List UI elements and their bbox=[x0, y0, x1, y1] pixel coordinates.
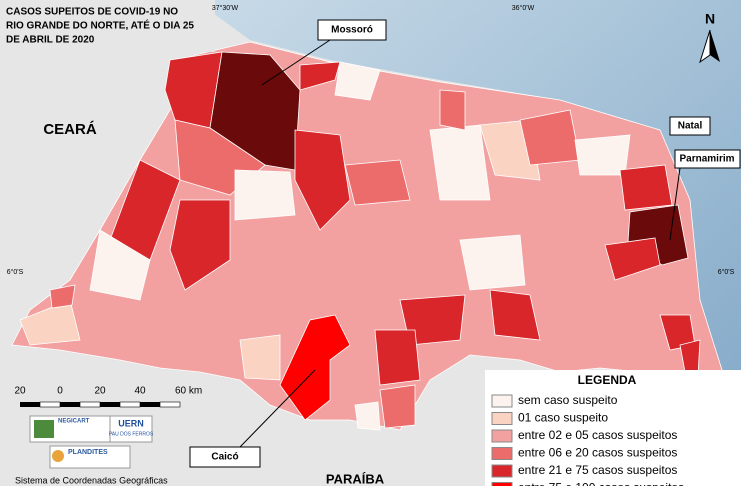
north-label: N bbox=[705, 11, 715, 27]
legend-swatch bbox=[491, 412, 513, 425]
legend-swatch bbox=[491, 429, 513, 443]
municipality bbox=[279, 314, 351, 421]
scale-label: 60 km bbox=[175, 386, 202, 397]
legend-label: 01 caso suspeito bbox=[518, 411, 608, 425]
scale-bar: 20 0 20 40 60 km bbox=[14, 386, 202, 408]
municipality bbox=[344, 159, 411, 206]
legend-label: entre 75 e 100 casos suspeitos bbox=[518, 481, 684, 486]
ocean bbox=[195, 0, 741, 486]
city-label: Mossoró bbox=[331, 25, 373, 36]
coordinate-label: 6°0'S bbox=[7, 268, 24, 276]
scale-segment bbox=[100, 402, 120, 407]
north-arrow bbox=[699, 29, 711, 64]
legend-swatch bbox=[491, 482, 513, 491]
legend-label: entre 02 e 05 casos suspeitos bbox=[518, 428, 677, 442]
legend-swatch bbox=[491, 447, 513, 460]
callout-line bbox=[261, 39, 331, 86]
logo-text: PLANDITES bbox=[68, 449, 108, 456]
callout-line bbox=[669, 167, 681, 241]
callout-line bbox=[239, 369, 316, 448]
scale-segment bbox=[119, 401, 141, 408]
scale-segment bbox=[39, 401, 61, 408]
scale-label: 20 bbox=[14, 386, 26, 397]
municipality bbox=[519, 109, 581, 166]
title-panel bbox=[0, 0, 215, 52]
logo-text: PAU DOS FERROS bbox=[109, 431, 154, 437]
title-line: CASOS SUPEITOS DE COVID-19 NO bbox=[6, 7, 178, 18]
city-label: Natal bbox=[678, 121, 703, 132]
municipality bbox=[619, 164, 673, 211]
scale-segment bbox=[140, 402, 160, 407]
legend-label: sem caso suspeito bbox=[518, 393, 618, 407]
state-label: CEARÁ bbox=[43, 121, 97, 138]
legend-label: entre 21 e 75 casos suspeitos bbox=[518, 463, 677, 477]
city-label: Caicó bbox=[211, 452, 238, 463]
callout-box bbox=[669, 116, 711, 136]
state-label: PARAÍBA bbox=[326, 471, 385, 486]
coordinate-label: 6°0'S bbox=[718, 268, 735, 276]
coordinate-label: 36°0'W bbox=[512, 4, 535, 12]
municipality bbox=[489, 289, 541, 341]
scale-segment bbox=[20, 402, 40, 407]
callout-box bbox=[317, 19, 387, 41]
city-label: Parnamirim bbox=[679, 154, 734, 165]
scale-label: 0 bbox=[57, 386, 63, 397]
legend-label: entre 06 e 20 casos suspeitos bbox=[518, 446, 677, 460]
title-line: RIO GRANDE DO NORTE, ATÉ O DIA 25 bbox=[6, 19, 194, 32]
municipality bbox=[459, 234, 526, 291]
municipality bbox=[439, 89, 466, 131]
legend-title: LEGENDA bbox=[578, 373, 637, 387]
callout-box bbox=[189, 446, 261, 468]
municipality bbox=[299, 61, 341, 91]
north-arrow bbox=[710, 30, 720, 62]
municipality bbox=[374, 329, 421, 386]
scale-segment bbox=[79, 401, 101, 408]
legend-swatch bbox=[491, 394, 513, 408]
scale-label: 20 bbox=[94, 386, 106, 397]
municipality bbox=[169, 199, 231, 291]
coordinate-label: 37°30'W bbox=[212, 4, 239, 12]
municipality bbox=[234, 169, 296, 221]
logo-text: NEGICART bbox=[58, 419, 90, 425]
logo-icon bbox=[52, 450, 64, 462]
municipality bbox=[574, 134, 631, 176]
legend-swatch bbox=[491, 464, 513, 478]
municipality bbox=[334, 61, 381, 101]
municipality bbox=[604, 237, 661, 281]
scale-segment bbox=[60, 402, 80, 407]
municipality bbox=[379, 384, 416, 429]
footer: Sistema de Coordenadas Geográficas bbox=[15, 475, 168, 485]
municipality bbox=[239, 334, 281, 381]
logo-text: UERN bbox=[118, 418, 144, 428]
municipality bbox=[89, 229, 151, 301]
logo-icon bbox=[34, 420, 54, 438]
municipality bbox=[49, 284, 76, 309]
scale-segment bbox=[159, 401, 181, 408]
logo bbox=[49, 445, 131, 469]
scale-label: 40 bbox=[134, 386, 146, 397]
callout-box bbox=[674, 149, 741, 169]
municipality bbox=[429, 124, 491, 201]
municipality bbox=[354, 401, 381, 431]
legend-panel bbox=[485, 370, 741, 486]
title-line: DE ABRIL DE 2020 bbox=[6, 35, 95, 46]
municipality bbox=[294, 129, 351, 231]
logo bbox=[109, 415, 153, 443]
